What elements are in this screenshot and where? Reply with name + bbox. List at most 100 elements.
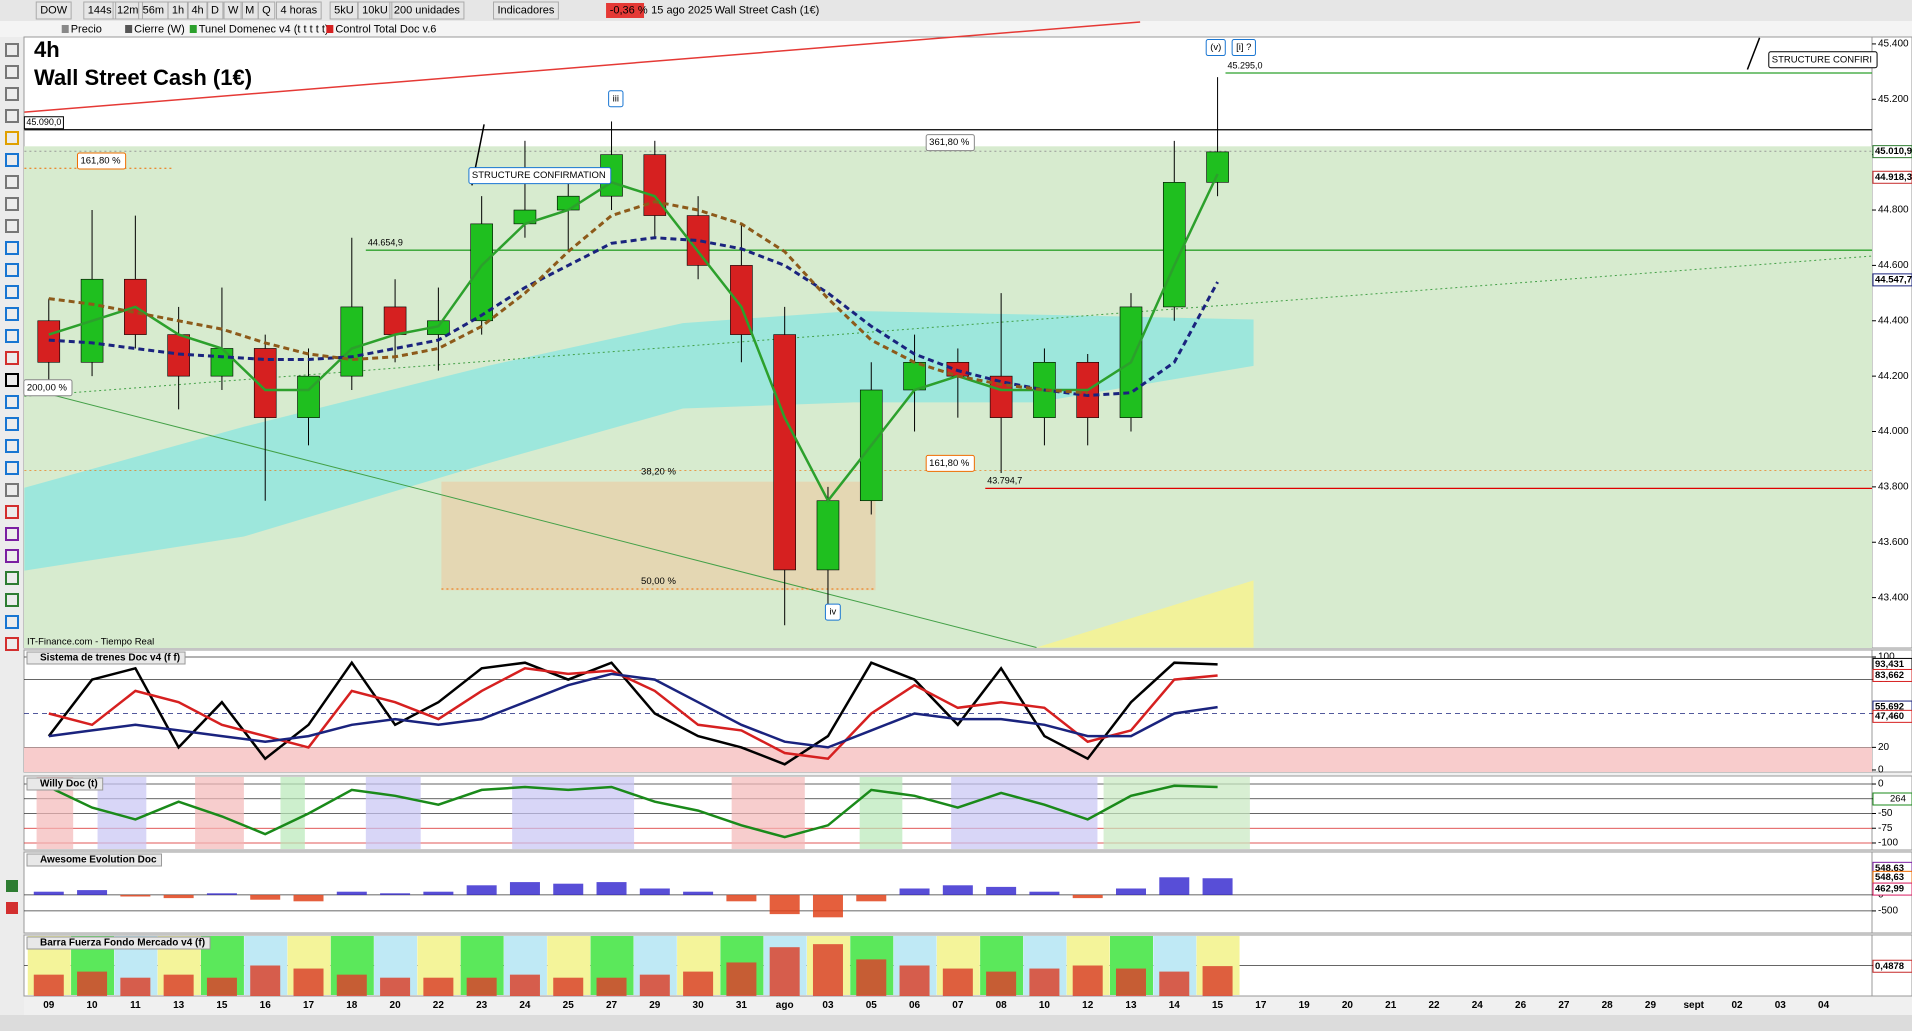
signal-stripe [731, 777, 805, 849]
toolbar-button[interactable]: 56m [143, 4, 164, 16]
x-tick-label: 13 [173, 1000, 185, 1011]
legend-entry[interactable]: Control Total Doc v.6 [335, 23, 436, 35]
bar [812, 894, 843, 918]
toolbar-button[interactable]: M [245, 4, 254, 16]
annotation-box [23, 379, 73, 397]
x-tick-label: 08 [996, 1000, 1008, 1011]
tool-icon[interactable] [5, 439, 19, 453]
tool-icon[interactable] [5, 637, 19, 651]
y-tick-label: 44.400 [1878, 315, 1909, 326]
tool-icon[interactable] [5, 87, 19, 101]
tool-icon[interactable] [5, 285, 19, 299]
tool-icon[interactable] [5, 175, 19, 189]
level-label: 45.295,0 [1227, 60, 1262, 70]
tool-icon[interactable] [5, 593, 19, 607]
tool-icon[interactable] [5, 483, 19, 497]
bar [120, 977, 151, 996]
tool-icon[interactable] [6, 880, 18, 892]
tool-icon[interactable] [6, 902, 18, 914]
tool-icon[interactable] [5, 197, 19, 211]
tool-icon[interactable] [5, 527, 19, 541]
tool-icon[interactable] [5, 395, 19, 409]
panel [23, 775, 1873, 851]
tool-icon[interactable] [5, 43, 19, 57]
tool-icon[interactable] [5, 549, 19, 563]
toolbar-button[interactable]: 10kU [362, 4, 388, 16]
button-frame [167, 1, 189, 20]
panel-title: Sistema de trenes Doc v4 (f f) [40, 653, 180, 664]
tool-icon[interactable] [5, 131, 19, 145]
toolbar-button[interactable]: 5kU [334, 4, 354, 16]
price-flag-label: 45.010,9 [1875, 146, 1912, 157]
price-flag [1872, 792, 1912, 806]
indicator-line [48, 672, 1218, 749]
x-tick-label: 14 [1169, 1000, 1181, 1011]
toolbar-button[interactable]: 1h [172, 4, 184, 16]
x-tick-label: 03 [822, 1000, 834, 1011]
retracement-box [441, 481, 876, 591]
bar [336, 974, 367, 996]
toolbar-button[interactable]: W [228, 4, 239, 16]
bar [639, 888, 670, 895]
panel-title: Willy Doc (t) [40, 779, 98, 790]
legend-entry[interactable]: Cierre (W) [134, 23, 185, 35]
tool-icon[interactable] [5, 263, 19, 277]
tool-icon[interactable] [5, 505, 19, 519]
bar [683, 971, 714, 996]
tool-icon[interactable] [5, 461, 19, 475]
tool-icon[interactable] [5, 109, 19, 123]
signal-stripe [97, 777, 147, 849]
bar [986, 971, 1017, 996]
bar [942, 885, 973, 895]
toolbar-button[interactable]: 200 unidades [394, 4, 461, 16]
tool-icon[interactable] [5, 65, 19, 79]
toolbar [0, 0, 1912, 21]
x-tick-label: 10 [87, 1000, 99, 1011]
annotation-box [468, 167, 612, 185]
x-tick-label: 02 [1731, 1000, 1743, 1011]
price-flag-label: 462,99 [1875, 884, 1904, 895]
toolbar-button[interactable]: 4h [191, 4, 203, 16]
x-tick-label: 13 [1125, 1000, 1137, 1011]
chart-title: Wall Street Cash (1€) [34, 65, 252, 90]
x-tick-label: 27 [606, 1000, 618, 1011]
instrument-name: Wall Street Cash (1€) [715, 4, 820, 16]
toolbar-button[interactable]: 12m [117, 4, 138, 16]
y-tick-label: 44.800 [1878, 205, 1909, 216]
level-label: 45.090,0 [26, 117, 61, 127]
indicator-bar [0, 21, 1912, 37]
bar [769, 894, 800, 915]
toolbar-button[interactable]: DOW [40, 4, 68, 16]
tool-icon[interactable] [5, 615, 19, 629]
candle-body [816, 500, 840, 571]
tool-column [0, 37, 24, 1015]
bar [639, 974, 670, 996]
signal-stripe [195, 777, 244, 849]
tool-icon[interactable] [5, 417, 19, 431]
toolbar-button[interactable]: Q [262, 4, 271, 16]
tool-icon[interactable] [5, 571, 19, 585]
tool-icon[interactable] [5, 329, 19, 343]
legend-entry[interactable]: Tunel Domenec v4 (t t t t t) [199, 23, 329, 35]
price-axis [1871, 36, 1912, 649]
y-tick-label: 45.200 [1878, 94, 1909, 105]
candle-body [686, 215, 710, 266]
tool-icon[interactable] [5, 153, 19, 167]
toolbar-button[interactable]: Indicadores [498, 4, 555, 16]
toolbar-button[interactable]: D [211, 4, 219, 16]
tool-icon[interactable] [5, 351, 19, 365]
toolbar-button[interactable]: 144s [88, 4, 112, 16]
legend-entry[interactable]: Precio [71, 23, 102, 35]
button-frame [35, 1, 72, 20]
toolbar-button[interactable]: 4 horas [280, 4, 317, 16]
tool-icon[interactable] [5, 373, 19, 387]
bar [423, 977, 454, 996]
tool-icon[interactable] [5, 241, 19, 255]
annotation: iii [613, 93, 619, 104]
tool-icon[interactable] [5, 219, 19, 233]
tool-icon[interactable] [5, 307, 19, 321]
panel-title-box [26, 777, 104, 791]
price-flag-label: 83,662 [1875, 670, 1904, 681]
annotation: [i] ? [1236, 42, 1251, 53]
bar [1029, 968, 1060, 996]
